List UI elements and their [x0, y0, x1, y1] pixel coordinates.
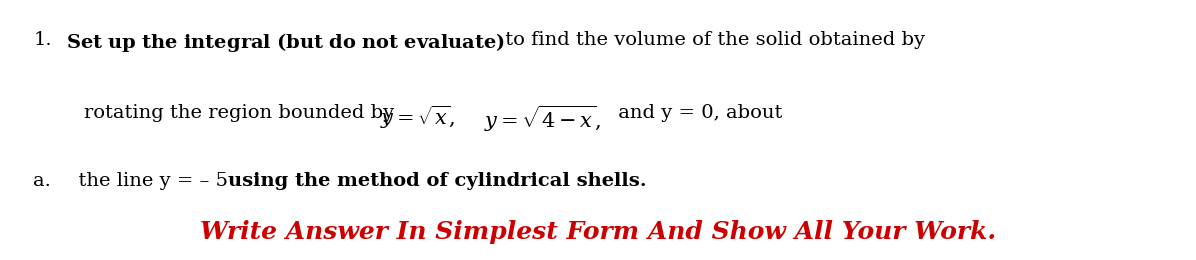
Text: $y = \sqrt{4-x},$: $y = \sqrt{4-x},$	[484, 104, 602, 134]
Text: Write Answer In Simplest Form And Show All Your Work.: Write Answer In Simplest Form And Show A…	[200, 220, 996, 244]
Text: $\mathbf{Set\ up\ the\ integral\ (but\ do\ not\ evaluate)}$: $\mathbf{Set\ up\ the\ integral\ (but\ d…	[66, 31, 505, 54]
Text: rotating the region bounded by: rotating the region bounded by	[84, 104, 393, 122]
Text: using the method of cylindrical shells.: using the method of cylindrical shells.	[228, 172, 647, 190]
Text: and y = 0, about: and y = 0, about	[612, 104, 782, 122]
Text: $y = \sqrt{x},$: $y = \sqrt{x},$	[380, 104, 456, 131]
Text: 1.: 1.	[33, 31, 53, 49]
Text: a.: a.	[33, 172, 51, 190]
Text: the line y = – 5: the line y = – 5	[66, 172, 234, 190]
Text: to find the volume of the solid obtained by: to find the volume of the solid obtained…	[499, 31, 925, 49]
